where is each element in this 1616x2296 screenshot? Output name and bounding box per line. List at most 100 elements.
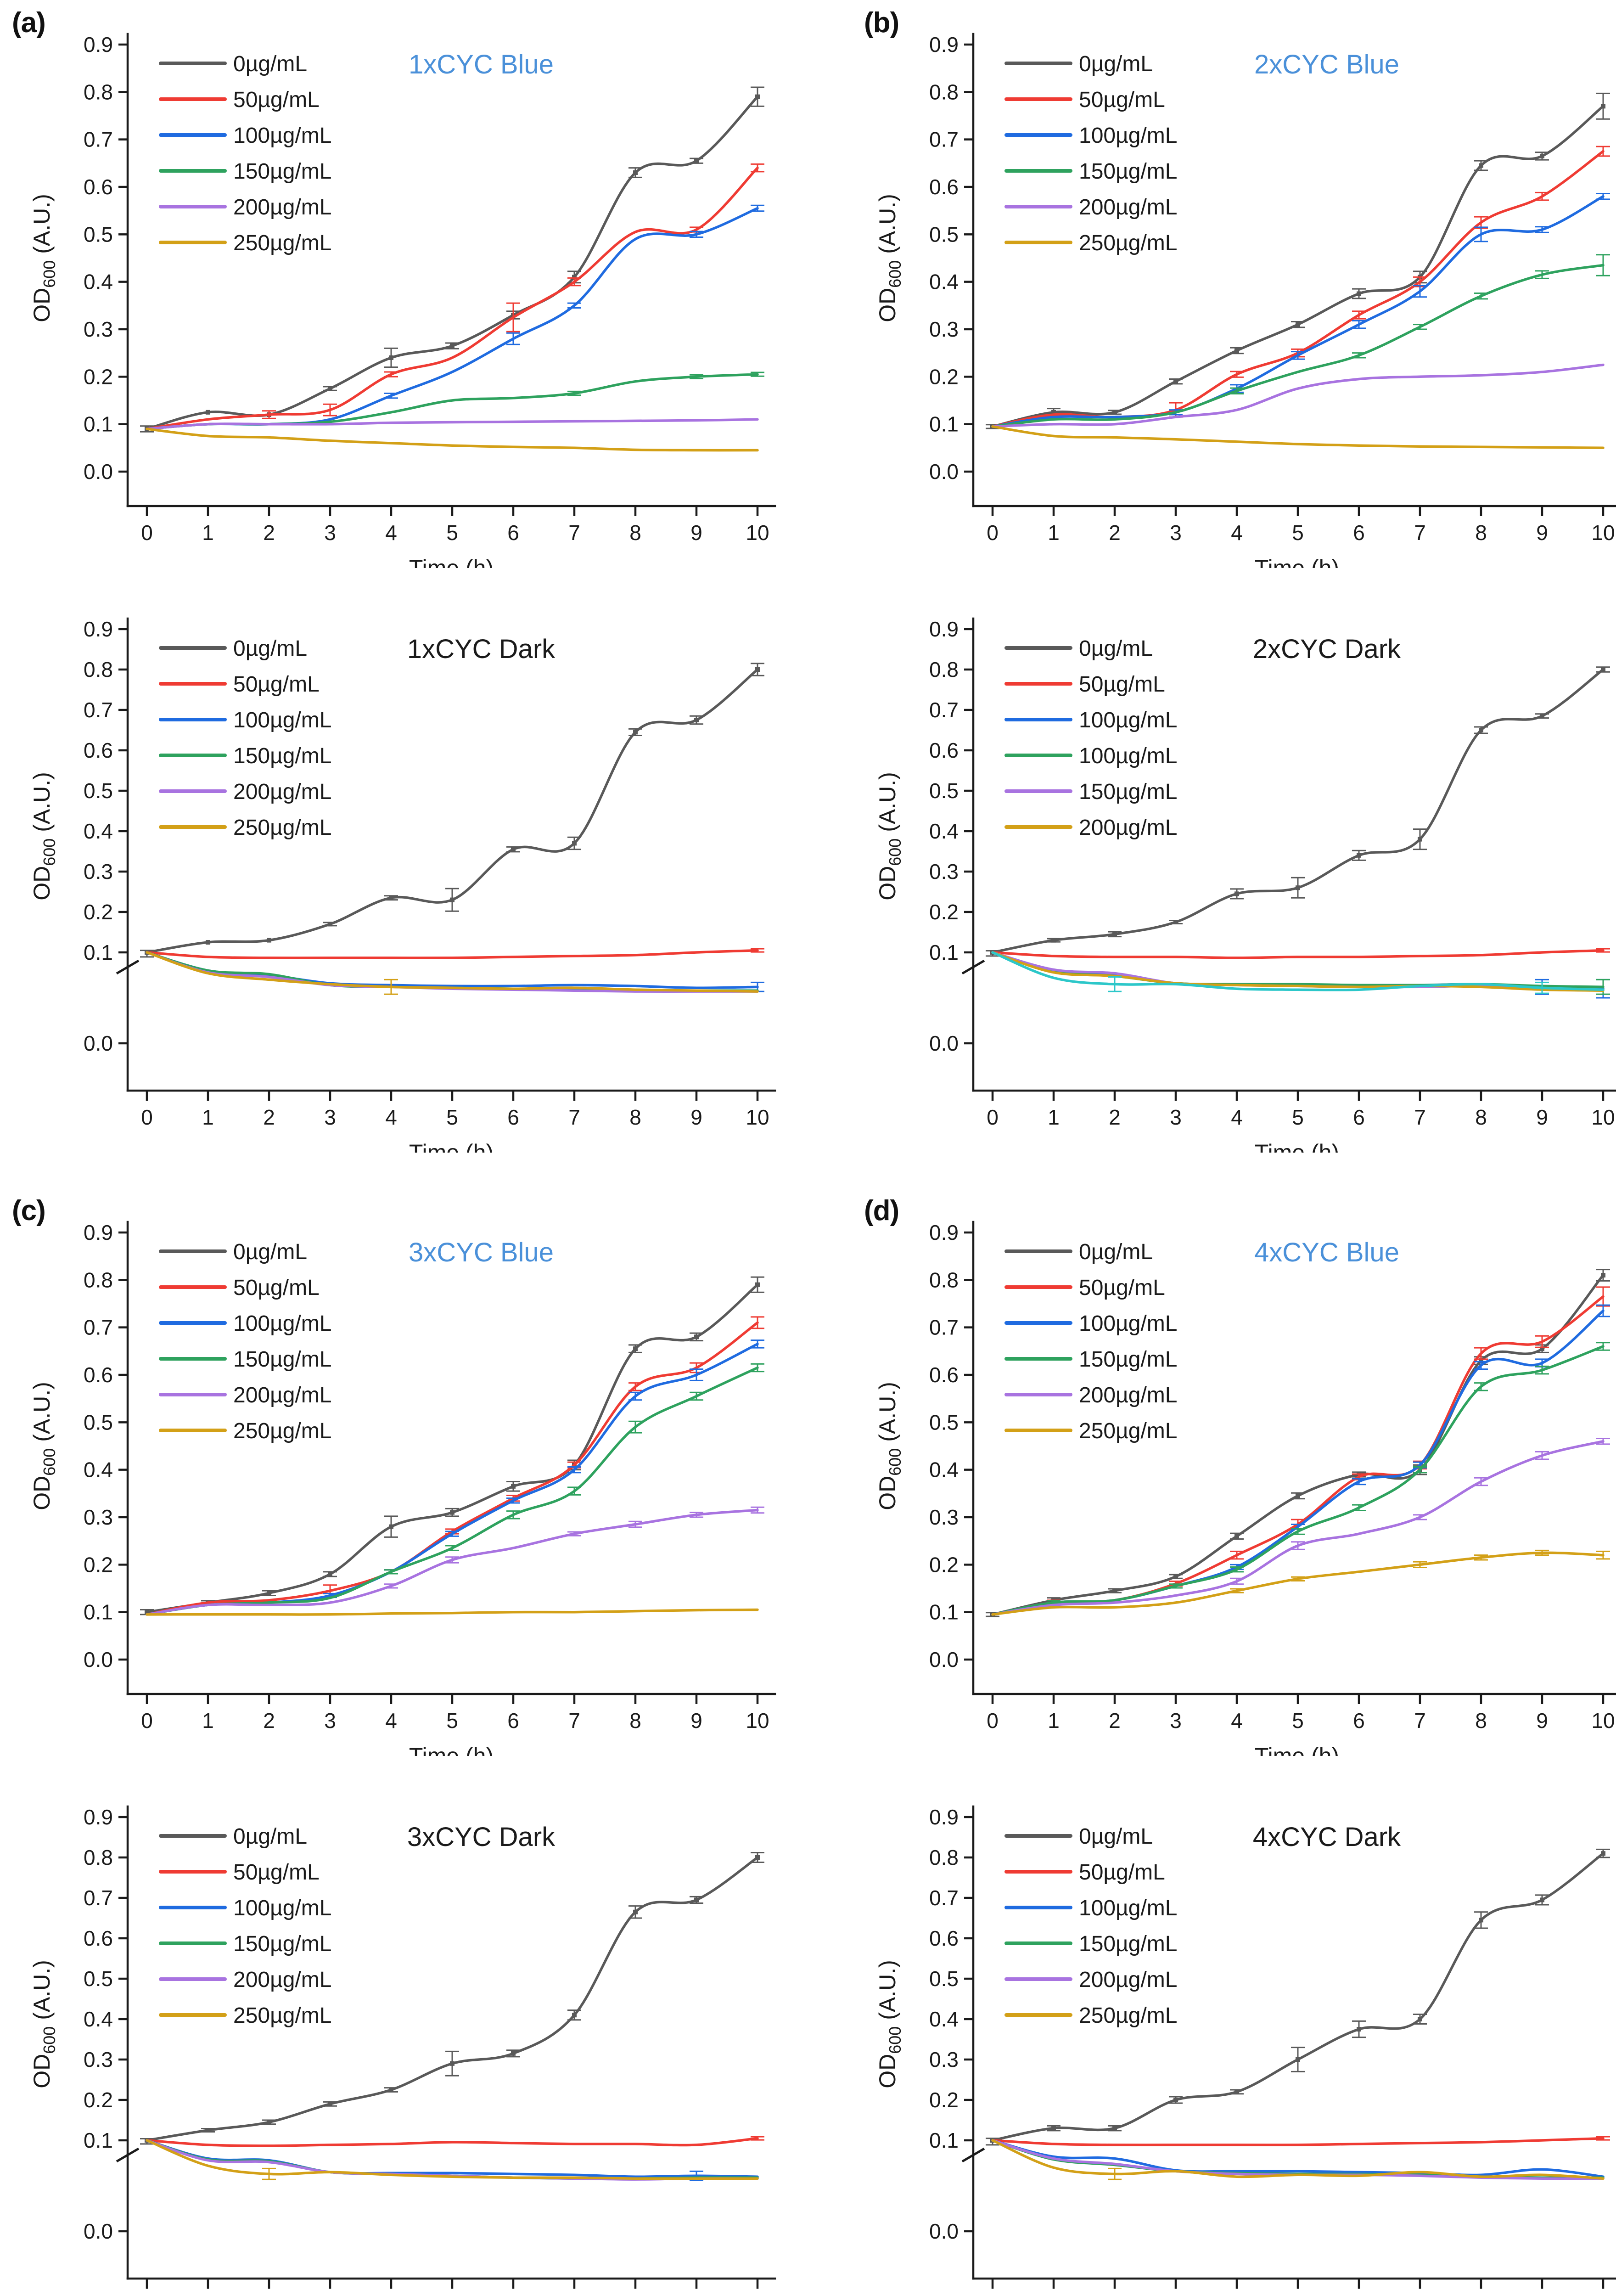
y-axis-label: OD600 (A.U.) <box>29 1382 59 1510</box>
y-tick-label: 0.1 <box>84 940 113 964</box>
data-point-marker <box>450 2061 454 2066</box>
x-tick-label: 8 <box>1475 1709 1487 1733</box>
data-point-marker <box>328 386 332 391</box>
x-tick-label: 0 <box>987 1105 999 1129</box>
x-tick-label: 0 <box>987 521 999 545</box>
legend-label: 150µg/mL <box>1079 780 1177 804</box>
y-tick-label: 0.3 <box>929 860 959 884</box>
y-tick-label: 0.7 <box>929 1886 959 1910</box>
x-tick-label: 4 <box>1231 2293 1243 2296</box>
series-line <box>146 1321 759 1616</box>
series-line <box>991 2137 1605 2146</box>
x-tick-label: 6 <box>507 1709 519 1733</box>
chart-3xcyc-blue: 0.0 0.1 0.2 0.3 0.4 0.5 0.6 0.7 0.8 0.9 0 1 2 3 4 5 6 7 8 9… <box>13 1198 793 1769</box>
series-line <box>991 951 1605 991</box>
legend-label: 50µg/mL <box>1079 672 1165 697</box>
x-tick-label: 3 <box>1170 1709 1182 1733</box>
chart-3xcyc-dark: 0.0 0.1 0.2 0.3 0.4 0.5 0.6 0.7 0.8 0.9 0 1 2 3 4 5 6 7 8 9… <box>13 1783 793 2296</box>
data-point-marker <box>267 1590 271 1595</box>
y-axis-break-mark <box>961 2147 985 2162</box>
y-tick-label: 0.2 <box>84 365 113 388</box>
data-point-marker <box>1112 932 1117 937</box>
chart-title: 3xCYC Dark <box>407 1822 556 1852</box>
y-tick-label: 0.6 <box>929 738 959 762</box>
data-point-marker <box>633 1909 638 1914</box>
y-tick-label: 0.0 <box>929 460 959 484</box>
x-tick-label: 10 <box>746 1709 769 1733</box>
y-tick-label: 0.5 <box>929 779 959 803</box>
series-50µg/mL <box>146 948 764 959</box>
y-tick-label: 0.5 <box>84 222 113 246</box>
series-50µg/mL <box>991 948 1610 959</box>
data-point-marker <box>633 1346 638 1351</box>
data-point-marker <box>755 667 760 672</box>
series-line <box>146 418 759 430</box>
data-point-marker <box>267 938 271 943</box>
legend-label: 100µg/mL <box>1079 1311 1177 1336</box>
y-tick-label: 0.6 <box>84 175 113 199</box>
y-tick-label: 0.8 <box>929 1846 959 1869</box>
chart-svg: 0.0 0.1 0.2 0.3 0.4 0.5 0.6 0.7 0.8 0.9 0 1 2 3 4 5 6 7 8 9… <box>875 1221 1616 1769</box>
series-250µg/mL <box>991 425 1605 450</box>
data-point-marker <box>694 1334 699 1339</box>
data-point-marker <box>694 1897 699 1902</box>
x-tick-label: 1 <box>202 1709 214 1733</box>
x-tick-label: 1 <box>1048 2293 1060 2296</box>
panel-label-c: (c) <box>12 1194 46 1227</box>
y-tick-label: 0.0 <box>84 1648 113 1671</box>
x-tick-label: 6 <box>1353 1709 1365 1733</box>
series-line <box>991 1551 1605 1616</box>
x-tick-label: 2 <box>1109 1105 1121 1129</box>
y-tick-label: 0.4 <box>84 270 113 294</box>
x-axis-label: Time (h) <box>409 1743 494 1756</box>
y-tick-label: 0.6 <box>84 1926 113 1950</box>
data-point-marker <box>572 2012 577 2017</box>
data-point-marker <box>1357 853 1361 858</box>
y-axis-label: OD600 (A.U.) <box>875 772 904 900</box>
x-tick-label: 9 <box>1536 1709 1548 1733</box>
x-tick-label: 5 <box>1292 1105 1304 1129</box>
x-tick-label: 3 <box>324 1709 336 1733</box>
legend-label: 250µg/mL <box>1079 2003 1177 2028</box>
data-point-marker <box>1296 885 1300 890</box>
data-point-marker <box>328 922 332 927</box>
y-tick-label: 0.7 <box>84 698 113 722</box>
y-tick-label: 0.4 <box>929 2007 959 2031</box>
y-tick-label: 0.2 <box>84 900 113 924</box>
y-tick-label: 0.1 <box>929 412 959 436</box>
y-tick-label: 0.9 <box>84 1805 113 1829</box>
y-tick-label: 0.4 <box>929 1458 959 1481</box>
legend-label: 50µg/mL <box>233 1276 320 1300</box>
data-point-marker <box>1234 2089 1239 2094</box>
x-tick-label: 9 <box>690 1105 702 1129</box>
legend-label: 250µg/mL <box>233 1419 331 1443</box>
y-tick-label: 0.5 <box>929 1410 959 1434</box>
x-axis-ticks: 0 1 2 3 4 5 6 7 8 9 10 <box>987 2278 1615 2296</box>
x-tick-label: 7 <box>568 1105 580 1129</box>
y-axis-ticks: 0.0 0.1 0.2 0.3 0.4 0.5 0.6 0.7 0.8 0.9 <box>929 1805 973 2243</box>
x-tick-label: 5 <box>446 521 458 545</box>
x-tick-label: 8 <box>629 1709 641 1733</box>
x-tick-label: 1 <box>1048 521 1060 545</box>
chart-title: 3xCYC Blue <box>409 1238 554 1267</box>
x-axis-label: Time (h) <box>409 1140 494 1153</box>
x-tick-label: 10 <box>746 521 769 545</box>
legend-label: 150µg/mL <box>1079 1347 1177 1372</box>
x-tick-label: 8 <box>1475 1105 1487 1129</box>
x-tick-label: 3 <box>324 1105 336 1129</box>
x-tick-label: 3 <box>1170 521 1182 545</box>
legend-label: 150µg/mL <box>233 744 331 768</box>
legend-label: 200µg/mL <box>233 195 331 219</box>
data-point-marker <box>389 2087 393 2092</box>
x-tick-label: 7 <box>1414 521 1426 545</box>
series-line <box>991 1295 1605 1616</box>
data-point-marker <box>694 718 699 722</box>
y-tick-label: 0.8 <box>929 658 959 681</box>
legend-label: 200µg/mL <box>1079 1383 1177 1407</box>
series-100µg/mL <box>991 192 1610 428</box>
x-tick-label: 5 <box>446 1709 458 1733</box>
x-tick-label: 10 <box>1591 2293 1615 2296</box>
y-tick-label: 0.9 <box>929 1221 959 1244</box>
legend-label: 100µg/mL <box>233 124 331 148</box>
chart-svg: 0.0 0.1 0.2 0.3 0.4 0.5 0.6 0.7 0.8 0.9 0 1 2 3 4 5 6 7 8 9… <box>29 33 776 581</box>
